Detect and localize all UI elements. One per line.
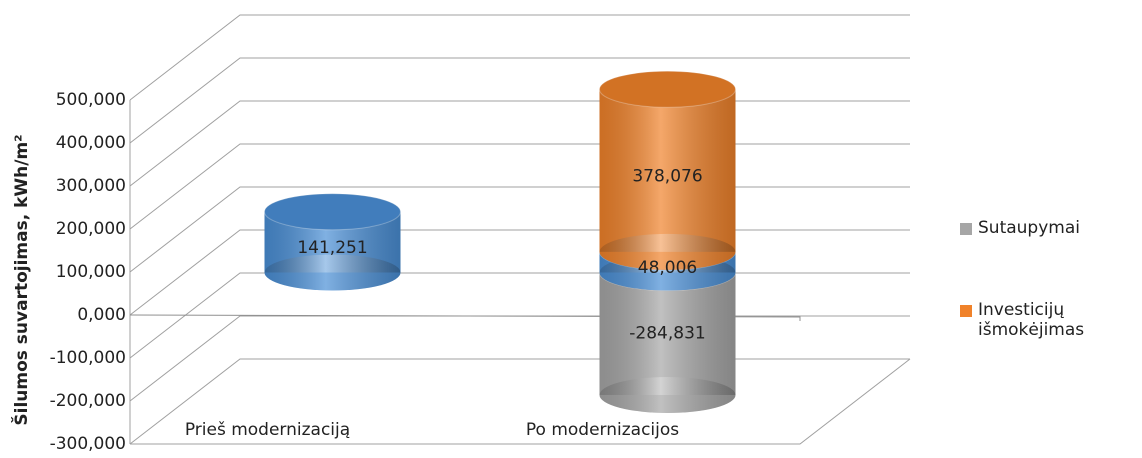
bar-bottom-shade [599,233,736,270]
bar-shade [599,89,736,252]
y-tick-label: -300,000 [50,434,126,454]
floor [130,358,911,445]
y-tick-label: 500,000 [56,90,126,110]
y-tick-label: 0,000 [77,305,126,325]
bar-top-shade [599,71,736,108]
data-label: 378,076 [632,167,702,187]
bar [599,70,736,270]
bar-top [264,193,401,231]
y-tick-label: 400,000 [56,133,126,153]
y-axis-title: Šilumos suvartojimas, kWh/m² [10,134,32,425]
legend-item: Sutaupymai [960,218,1140,238]
y-tick-label: 200,000 [56,219,126,239]
legend-swatch [960,305,972,317]
bar-top [599,70,736,108]
bar-shade [599,272,736,395]
legend-swatch [960,223,972,235]
y-tick-label: -200,000 [50,391,126,411]
grid-line [129,14,910,101]
bar-bottom-shade [599,376,736,413]
bar-top-shade [264,193,401,230]
x-tick-label: Prieš modernizaciją [185,420,350,440]
y-tick-label: 100,000 [56,262,126,282]
bar-bottom-shade [264,254,401,291]
y-tick-label: -100,000 [50,348,126,368]
data-label: -284,831 [629,324,705,344]
data-label: 48,006 [638,258,697,278]
legend-label: Investicijų išmokėjimas [978,300,1085,340]
bar [264,193,401,291]
zero-floor [129,314,801,321]
grid-line [129,57,910,144]
legend-item: Investicijų išmokėjimas [960,300,1140,340]
y-tick-label: 300,000 [56,176,126,196]
legend-label: Sutaupymai [978,218,1080,238]
x-tick-label: Po modernizacijos [526,420,679,440]
data-label: 141,251 [297,238,367,258]
